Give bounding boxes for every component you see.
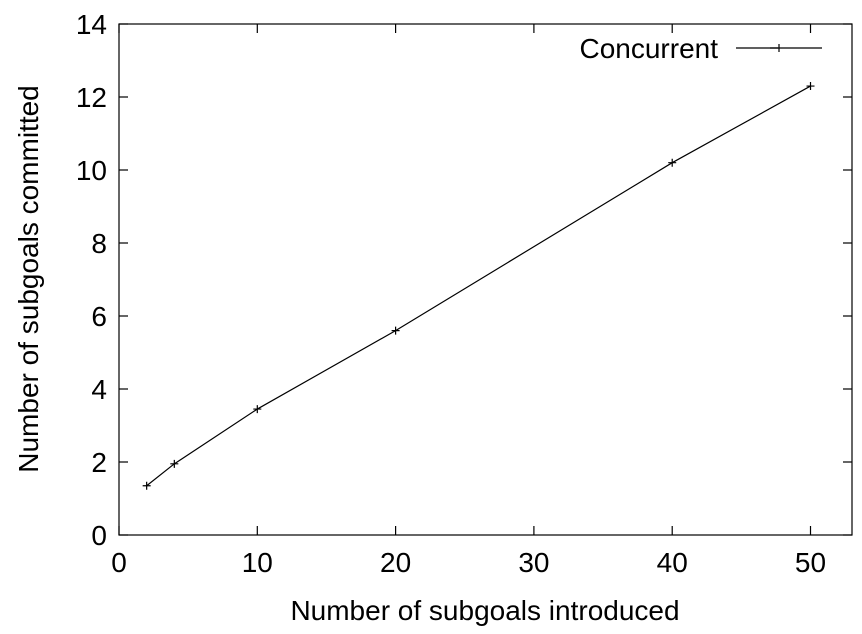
data-point-0-5 bbox=[806, 82, 815, 91]
y-tick-label-2: 2 bbox=[91, 447, 107, 478]
plot-frame bbox=[118, 23, 853, 536]
y-tick-label-0: 0 bbox=[91, 520, 107, 551]
y-tick-label-6: 6 bbox=[91, 301, 107, 332]
series-line-0 bbox=[146, 85, 811, 487]
y-tick-label-14: 14 bbox=[76, 9, 107, 40]
data-point-0-2 bbox=[253, 405, 262, 414]
x-tick-label-0: 0 bbox=[111, 547, 127, 578]
x-tick-label-30: 30 bbox=[518, 547, 549, 578]
legend: Concurrent bbox=[579, 33, 822, 64]
y-tick-label-8: 8 bbox=[91, 228, 107, 259]
y-tick-label-4: 4 bbox=[91, 374, 107, 405]
x-tick-label-20: 20 bbox=[380, 547, 411, 578]
data-point-0-1 bbox=[170, 459, 179, 468]
y-tick-label-12: 12 bbox=[76, 82, 107, 113]
x-tick-label-10: 10 bbox=[242, 547, 273, 578]
legend-label-concurrent: Concurrent bbox=[579, 33, 718, 64]
axis-ticks: 0 10 20 30 40 50 0 2 4 6 8 10 12 14 bbox=[76, 9, 852, 578]
data-point-0-0 bbox=[142, 481, 151, 490]
series-layer bbox=[142, 82, 815, 490]
x-axis-title: Number of subgoals introduced bbox=[290, 595, 679, 626]
x-tick-label-50: 50 bbox=[795, 547, 826, 578]
data-point-0-4 bbox=[668, 158, 677, 167]
x-tick-label-40: 40 bbox=[657, 547, 688, 578]
data-point-0-3 bbox=[391, 326, 400, 335]
legend-marker-concurrent bbox=[770, 44, 780, 52]
y-axis-title: Number of subgoals committed bbox=[13, 85, 44, 473]
y-tick-label-10: 10 bbox=[76, 155, 107, 186]
